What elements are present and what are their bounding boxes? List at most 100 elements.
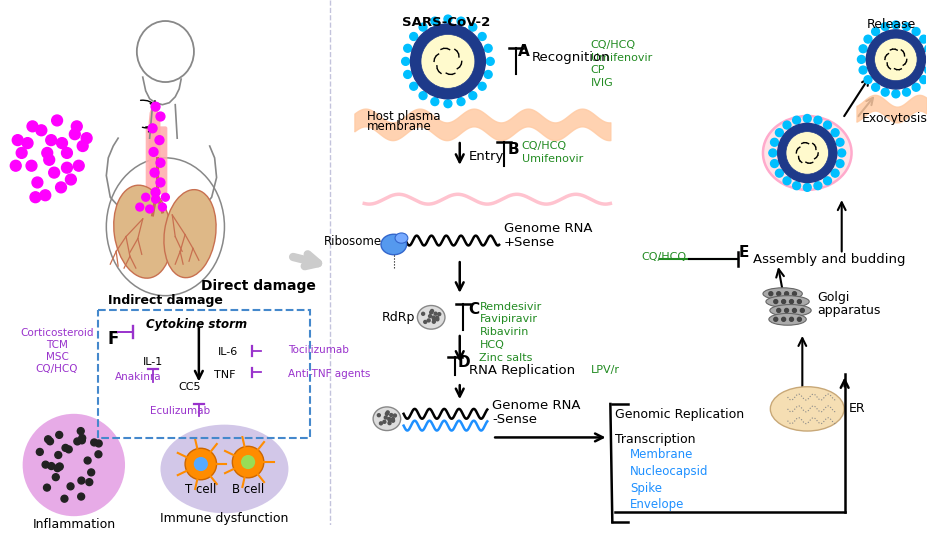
Circle shape (837, 139, 844, 146)
Circle shape (95, 451, 102, 458)
Circle shape (831, 169, 839, 177)
Circle shape (386, 411, 390, 414)
Circle shape (431, 17, 439, 25)
Circle shape (837, 160, 844, 167)
FancyBboxPatch shape (146, 126, 167, 194)
Circle shape (136, 203, 144, 211)
Circle shape (42, 461, 49, 468)
Circle shape (44, 436, 52, 443)
Ellipse shape (771, 387, 844, 431)
Text: IL-6: IL-6 (218, 347, 238, 357)
Text: Favipiravir: Favipiravir (479, 314, 537, 325)
Circle shape (409, 82, 418, 90)
Circle shape (78, 437, 86, 444)
Circle shape (823, 177, 832, 185)
Text: Tocilizumab: Tocilizumab (289, 345, 349, 355)
Circle shape (783, 121, 791, 129)
Circle shape (232, 446, 263, 478)
Circle shape (419, 92, 427, 100)
Circle shape (48, 463, 55, 470)
Circle shape (52, 115, 62, 126)
Circle shape (857, 55, 866, 63)
Circle shape (26, 160, 37, 171)
Circle shape (789, 300, 793, 304)
Text: Direct damage: Direct damage (201, 279, 316, 293)
Circle shape (785, 309, 789, 312)
Circle shape (792, 116, 801, 124)
Circle shape (194, 457, 208, 471)
Circle shape (423, 320, 426, 324)
Circle shape (430, 311, 433, 314)
Circle shape (156, 178, 165, 187)
Text: RdRp: RdRp (382, 311, 415, 324)
Text: F: F (107, 330, 119, 348)
Text: Umifenovir: Umifenovir (521, 154, 583, 164)
Circle shape (156, 112, 165, 121)
Circle shape (23, 138, 33, 149)
Text: T cell: T cell (185, 483, 216, 496)
Circle shape (444, 100, 452, 108)
Circle shape (43, 484, 51, 491)
Text: MSC: MSC (46, 352, 69, 362)
Circle shape (874, 38, 917, 80)
Circle shape (892, 21, 900, 29)
Circle shape (892, 90, 900, 98)
Circle shape (41, 148, 53, 158)
Circle shape (478, 33, 486, 41)
Circle shape (55, 451, 62, 458)
Circle shape (53, 474, 59, 481)
Circle shape (155, 136, 164, 144)
Circle shape (410, 24, 486, 99)
Text: Indirect damage: Indirect damage (108, 294, 223, 306)
Circle shape (776, 292, 781, 296)
Circle shape (792, 309, 796, 312)
Circle shape (142, 193, 150, 201)
Circle shape (377, 414, 380, 417)
Ellipse shape (381, 234, 407, 255)
Text: Release: Release (867, 18, 916, 31)
Circle shape (404, 44, 411, 52)
Circle shape (864, 76, 872, 84)
Circle shape (23, 414, 125, 516)
Circle shape (78, 477, 85, 484)
Ellipse shape (164, 190, 216, 278)
Circle shape (859, 66, 867, 74)
Text: Exocytosis: Exocytosis (861, 112, 927, 125)
Circle shape (775, 129, 783, 136)
Circle shape (792, 292, 796, 296)
Ellipse shape (161, 425, 289, 513)
Text: Genome RNA: Genome RNA (492, 399, 581, 413)
Circle shape (867, 30, 925, 89)
Text: Envelope: Envelope (630, 498, 684, 512)
Circle shape (775, 169, 783, 177)
Circle shape (769, 292, 773, 296)
Text: LPV/r: LPV/r (591, 365, 620, 375)
Circle shape (77, 427, 84, 434)
Ellipse shape (395, 233, 407, 243)
Circle shape (386, 413, 389, 415)
Text: Spike: Spike (630, 482, 662, 495)
Text: SARS-CoV-2: SARS-CoV-2 (402, 16, 490, 29)
Circle shape (149, 148, 158, 156)
Text: Zinc salts: Zinc salts (479, 353, 533, 363)
Circle shape (783, 177, 791, 185)
Circle shape (776, 309, 781, 312)
Circle shape (925, 66, 933, 74)
Ellipse shape (374, 407, 401, 431)
Circle shape (49, 167, 59, 178)
Circle shape (823, 121, 832, 129)
Circle shape (792, 182, 801, 190)
Ellipse shape (106, 158, 225, 296)
Text: membrane: membrane (367, 120, 432, 133)
Circle shape (804, 115, 811, 123)
Text: Entry: Entry (469, 150, 504, 164)
Text: Golgi: Golgi (817, 291, 850, 304)
Circle shape (383, 421, 386, 423)
Circle shape (79, 434, 86, 441)
Circle shape (61, 495, 68, 502)
Circle shape (469, 23, 477, 31)
Circle shape (871, 28, 880, 36)
Circle shape (152, 102, 160, 111)
Text: ER: ER (849, 402, 865, 415)
Text: B cell: B cell (232, 483, 264, 496)
